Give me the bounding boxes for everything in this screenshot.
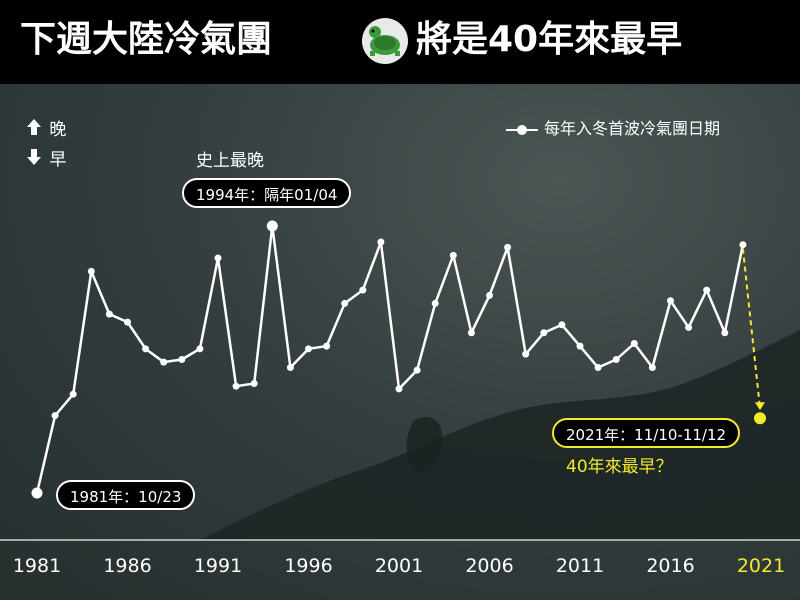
data-point-2018 <box>703 286 711 294</box>
data-point-2000 <box>377 238 385 246</box>
series-line <box>35 224 745 494</box>
data-point-1997 <box>323 342 331 350</box>
x-tick-label-1996: 1996 <box>284 555 333 577</box>
data-point-1986 <box>124 318 131 326</box>
x-tick-label-1986: 1986 <box>103 555 152 577</box>
title-right: 將是40年來最早 <box>416 19 683 60</box>
series-legend-label: 每年入冬首波冷氣團日期 <box>544 119 721 138</box>
forecast-point-2021 <box>754 412 766 425</box>
arrow-up-icon <box>26 118 44 142</box>
x-tick-label-2011: 2011 <box>555 555 605 577</box>
arrow-down-icon <box>26 148 44 172</box>
turtle-logo-icon <box>362 18 408 64</box>
forecast-callout: 2021年：11/10-11/12 <box>552 418 741 448</box>
data-point-1994 <box>266 220 278 232</box>
data-point-1995 <box>286 364 294 372</box>
forecast-arrowhead <box>755 402 765 411</box>
title-left: 下週大陸冷氣團 <box>20 19 273 60</box>
legend-earlier: 早 <box>26 148 66 172</box>
data-point-1981 <box>31 487 43 499</box>
forecast-note: 40年來最早？ <box>566 457 673 477</box>
data-point-2019 <box>721 329 729 337</box>
data-point-2014 <box>630 339 638 347</box>
data-point-1985 <box>105 310 113 318</box>
data-point-1992 <box>232 382 240 390</box>
x-tick-label-1991: 1991 <box>193 555 243 577</box>
data-point-1987 <box>142 345 150 353</box>
x-tick-label-2001: 2001 <box>374 555 424 577</box>
x-tick-label-2021: 2021 <box>736 555 786 577</box>
header-bar: 下週大陸冷氣團 將是40年來最早 <box>0 0 800 84</box>
data-point-1989 <box>178 356 186 363</box>
data-point-2012 <box>594 364 602 372</box>
island-shape <box>406 417 443 474</box>
latest-heading: 史上最晚 <box>196 151 264 171</box>
data-point-2016 <box>667 297 674 305</box>
data-point-1984 <box>87 267 95 275</box>
data-point-2015 <box>648 364 656 372</box>
data-point-2007 <box>504 243 512 251</box>
data-point-2020 <box>739 241 747 249</box>
data-point-2004 <box>449 251 457 259</box>
data-point-1999 <box>359 286 367 294</box>
x-tick-label-2006: 2006 <box>465 555 514 577</box>
line-marker-icon <box>506 119 538 141</box>
series-legend: 每年入冬首波冷氣團日期 <box>506 118 720 141</box>
series-layer <box>31 220 766 499</box>
first-year-callout: 1981年：10/23 <box>56 480 196 510</box>
data-point-1988 <box>160 358 168 366</box>
data-point-2002 <box>413 366 421 374</box>
data-point-1991 <box>214 254 222 262</box>
data-point-2013 <box>612 356 620 363</box>
legend-earlier-label: 早 <box>49 150 67 170</box>
data-point-2010 <box>558 321 566 329</box>
forecast-connector <box>741 248 761 409</box>
data-point-2003 <box>431 299 439 307</box>
x-tick-label-2016: 2016 <box>646 555 695 577</box>
data-point-2017 <box>685 323 693 331</box>
data-point-1996 <box>305 345 312 353</box>
data-point-2008 <box>522 350 530 358</box>
data-point-2001 <box>395 385 403 393</box>
data-point-2011 <box>576 342 584 350</box>
data-point-1993 <box>250 380 258 388</box>
legend-later: 晚 <box>26 118 66 142</box>
legend-later-label: 晚 <box>49 120 67 140</box>
data-point-1982 <box>51 412 59 420</box>
data-point-1983 <box>69 390 77 398</box>
x-tick-label-1981: 1981 <box>12 555 62 577</box>
data-point-2006 <box>486 291 493 299</box>
data-point-2009 <box>540 329 548 337</box>
land-shape <box>200 330 800 540</box>
data-point-1990 <box>196 345 204 353</box>
latest-callout: 1994年：隔年01/04 <box>182 178 352 208</box>
data-point-1998 <box>341 299 349 307</box>
data-point-2005 <box>467 329 475 337</box>
